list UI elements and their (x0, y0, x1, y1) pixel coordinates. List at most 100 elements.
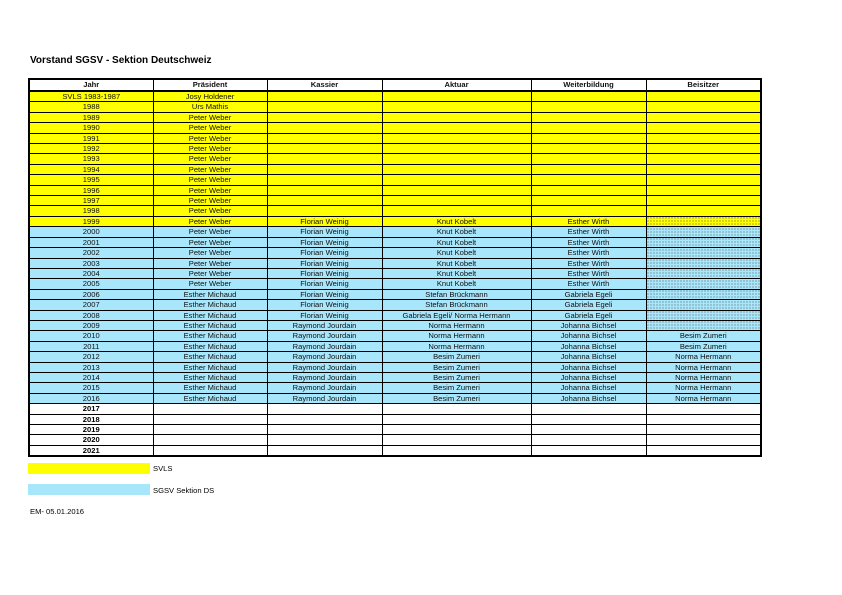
cell-jahr: 1997 (28, 195, 154, 207)
table-row: 2006 Esther Michaud Florian Weinig Stefan B… (28, 288, 762, 301)
cell-weiterbildung (530, 101, 647, 113)
table-row: 2019 (28, 423, 762, 436)
cell-jahr: 2009 (28, 319, 154, 332)
cell-aktuar: Norma Hermann (381, 319, 532, 332)
cell-aktuar (381, 413, 532, 426)
table-row: 1997 Peter Weber (28, 195, 762, 207)
cell-aktuar (381, 174, 532, 186)
cell-weiterbildung: Johanna Bichsel (530, 351, 647, 363)
cell-aktuar: Besim Zumeri (381, 351, 532, 363)
cell-beisitzer (645, 278, 762, 290)
table-row: 2013 Esther Michaud Raymond Jourdain Besim … (28, 361, 762, 373)
cell-beisitzer (645, 226, 762, 238)
table-row: 2000 Peter Weber Florian Weinig Knut Kobelt… (28, 226, 762, 238)
cell-praesident: Esther Michaud (152, 319, 268, 332)
table-row: 2021 (28, 444, 762, 457)
cell-weiterbildung: Johanna Bichsel (530, 382, 647, 394)
cell-weiterbildung: Johanna Bichsel (530, 319, 647, 332)
cell-beisitzer (645, 247, 762, 259)
cell-beisitzer (645, 288, 762, 301)
cell-jahr: 2010 (28, 330, 154, 342)
cell-kassier (266, 434, 383, 446)
cell-jahr: 1992 (28, 143, 154, 155)
cell-praesident: Josy Holdener (152, 90, 268, 103)
footer-note: EM- 05.01.2016 (30, 507, 85, 516)
cell-jahr: 1998 (28, 205, 154, 217)
cell-weiterbildung (530, 423, 647, 436)
header-row: Jahr Präsident Kassier Aktuar Weiterbild… (28, 78, 762, 92)
table-row: 1998 Peter Weber (28, 205, 762, 217)
cell-beisitzer: Besim Zumeri (645, 330, 762, 342)
cell-praesident: Peter Weber (152, 174, 268, 186)
cell-praesident: Esther Michaud (152, 309, 268, 321)
cell-beisitzer: Besim Zumeri (645, 340, 762, 353)
col-header-jahr: Jahr (28, 78, 154, 92)
table-row: 2009 Esther Michaud Raymond Jourdain Norma … (28, 319, 762, 332)
table-row: 2002 Peter Weber Florian Weinig Knut Kobelt… (28, 247, 762, 259)
table-row: 2017 (28, 403, 762, 415)
cell-praesident: Peter Weber (152, 153, 268, 165)
cell-aktuar: Stefan Brückmann (381, 288, 532, 301)
cell-praesident (152, 444, 268, 457)
cell-weiterbildung (530, 434, 647, 446)
cell-weiterbildung: Johanna Bichsel (530, 330, 647, 342)
table-row: 1994 Peter Weber (28, 163, 762, 176)
cell-beisitzer (645, 163, 762, 176)
cell-praesident: Peter Weber (152, 247, 268, 259)
cell-praesident: Esther Michaud (152, 340, 268, 353)
cell-weiterbildung (530, 205, 647, 217)
cell-weiterbildung: Esther Wirth (530, 257, 647, 269)
legend-label-sgsv: SGSV Sektion DS (153, 486, 215, 495)
cell-aktuar (381, 195, 532, 207)
cell-weiterbildung (530, 403, 647, 415)
cell-aktuar: Besim Zumeri (381, 382, 532, 394)
cell-aktuar: Norma Hermann (381, 330, 532, 342)
cell-jahr: 1988 (28, 101, 154, 113)
cell-jahr: 2013 (28, 361, 154, 373)
cell-kassier (266, 111, 383, 124)
cell-jahr: 2021 (28, 444, 154, 457)
cell-kassier: Florian Weinig (266, 257, 383, 269)
cell-praesident: Peter Weber (152, 111, 268, 124)
cell-aktuar (381, 184, 532, 197)
table-row: 2003 Peter Weber Florian Weinig Knut Kobelt… (28, 257, 762, 269)
legend-swatch-sgsv (28, 484, 150, 495)
cell-kassier (266, 90, 383, 103)
cell-aktuar: Stefan Brückmann (381, 299, 532, 311)
cell-praesident: Urs Mathis (152, 101, 268, 113)
cell-beisitzer: Norma Hermann (645, 392, 762, 405)
cell-aktuar (381, 143, 532, 155)
cell-jahr: 1990 (28, 122, 154, 134)
cell-beisitzer (645, 434, 762, 446)
cell-weiterbildung (530, 174, 647, 186)
cell-kassier: Florian Weinig (266, 309, 383, 321)
cell-kassier: Florian Weinig (266, 215, 383, 228)
cell-beisitzer (645, 90, 762, 103)
cell-praesident: Esther Michaud (152, 330, 268, 342)
cell-aktuar (381, 403, 532, 415)
cell-praesident: Peter Weber (152, 132, 268, 145)
cell-aktuar: Knut Kobelt (381, 226, 532, 238)
cell-beisitzer (645, 184, 762, 197)
cell-aktuar: Besim Zumeri (381, 392, 532, 405)
cell-beisitzer (645, 195, 762, 207)
cell-kassier: Raymond Jourdain (266, 361, 383, 373)
cell-jahr: 2016 (28, 392, 154, 405)
cell-kassier: Raymond Jourdain (266, 330, 383, 342)
cell-praesident: Peter Weber (152, 195, 268, 207)
cell-kassier: Florian Weinig (266, 299, 383, 311)
cell-jahr: 1993 (28, 153, 154, 165)
cell-praesident (152, 423, 268, 436)
cell-praesident: Peter Weber (152, 267, 268, 280)
cell-beisitzer (645, 205, 762, 217)
cell-praesident: Peter Weber (152, 226, 268, 238)
cell-jahr: 2012 (28, 351, 154, 363)
cell-jahr: 2018 (28, 413, 154, 426)
cell-aktuar (381, 111, 532, 124)
cell-kassier (266, 413, 383, 426)
cell-jahr: 1999 (28, 215, 154, 228)
cell-aktuar (381, 163, 532, 176)
cell-kassier (266, 101, 383, 113)
cell-weiterbildung (530, 413, 647, 426)
cell-praesident: Peter Weber (152, 143, 268, 155)
